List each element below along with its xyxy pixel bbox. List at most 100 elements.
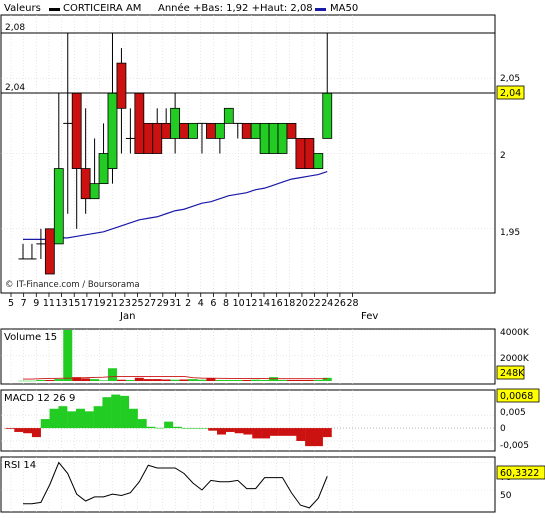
x-tick-label: 22 [309,298,321,309]
x-tick-label: 17 [81,298,93,309]
x-tick-label: 16 [271,298,283,309]
macd-bar [31,428,41,438]
rsi-tick-50: 50 [500,491,512,501]
volume-bar [90,379,100,381]
macd-bar [146,426,156,429]
x-tick-label: 10 [233,298,245,309]
candle-down [116,62,127,109]
candle-down [44,228,55,275]
macd-bar [313,428,323,447]
x-tick-label: 9 [33,298,39,309]
x-tick-label: 8 [223,298,229,309]
volume-panel-frame [0,328,496,385]
candle-up [98,153,109,185]
volume-bar [125,379,135,381]
volume-bar [260,379,270,381]
year-range-text: Année +Bas: 1,92 +Haut: 2,08 [158,2,313,14]
volume-bar [188,379,198,381]
volume-bar [45,379,55,381]
volume-bar [116,379,126,381]
x-axis-ticks: 5 7 9 11 13 15 17 19 21 23 25 27 29 31 2 4 6 8 10 12 14 16 18 2… [8,293,359,309]
current-price-value: 2,04 [500,88,521,99]
macd-bar [67,411,77,429]
volume-bar [36,379,46,381]
volume-panel: Volume 15 4000K 2000K 248K [0,328,530,385]
volume-bar [134,377,144,381]
candle-up [170,107,181,139]
x-tick-label: 5 [8,298,14,309]
rsi-title: RSI 14 [4,460,36,471]
macd-bar [234,428,244,434]
x-tick-label: 2 [185,298,191,309]
macd-bar [111,394,121,429]
volume-ma-line [23,375,328,380]
candle-down [80,168,91,200]
volume-bar [81,378,91,381]
candle-up [107,92,118,169]
price-grid [1,15,495,293]
macd-bar [278,428,288,436]
macd-bar [137,419,147,429]
volume-bar [107,368,117,381]
macd-bar [49,408,59,429]
current-level-label: 2,04 [5,83,25,93]
candle-up [268,122,279,154]
volume-bar [99,380,109,381]
x-tick-label: 4 [198,298,204,309]
rsi-grid [1,457,495,512]
x-tick-label: 14 [258,298,270,309]
macd-bar [5,428,15,429]
candle-down [295,138,306,169]
price-tick-2: 2 [500,151,506,161]
month-label-jan: Jan [119,311,135,322]
volume-bar [18,380,28,382]
candle-up [53,168,64,245]
candle-up [89,183,100,200]
macd-bar [243,428,253,435]
macd-bar [58,406,68,429]
macd-bar [40,419,50,429]
candle-down [206,122,216,139]
rsi-line-layer [23,461,328,509]
volume-bar [251,379,261,381]
macd-bar [84,411,94,429]
x-tick-label: 24 [321,298,333,309]
candle-up [250,122,261,139]
volume-bar [313,379,323,381]
volume-bar [179,379,189,381]
candles-layer [18,33,333,275]
macd-bar [190,428,200,429]
macd-current-marker [496,388,540,403]
candle-up [259,122,270,154]
x-tick-label: 27 [144,298,156,309]
macd-bar [225,428,235,432]
candle-down [161,122,172,139]
volume-current-marker [496,365,525,380]
volume-bars [18,330,332,382]
macd-bar [199,428,209,429]
ma50-layer [23,171,328,240]
volume-bar [278,379,288,381]
candle-up [214,122,225,139]
x-tick-label: 28 [347,298,359,309]
volume-bar [72,377,82,381]
candle-up [188,122,198,139]
macd-title: MACD 12 26 9 [4,393,75,404]
volume-bar [295,379,305,381]
ma50-line [23,171,328,240]
candle-down [286,122,297,139]
x-tick-label: 12 [245,298,257,309]
x-tick-label: 23 [119,298,131,309]
candle-up [223,107,234,124]
macd-bar [296,428,306,441]
candle-down [71,92,82,169]
rsi-panel-frame [0,456,496,513]
macd-bar [128,408,138,429]
macd-bar [76,408,85,429]
volume-bar [322,377,332,381]
macd-bar [14,428,24,432]
x-tick-label: 15 [68,298,80,309]
candle-up [313,153,324,169]
x-tick-label: 18 [283,298,295,309]
